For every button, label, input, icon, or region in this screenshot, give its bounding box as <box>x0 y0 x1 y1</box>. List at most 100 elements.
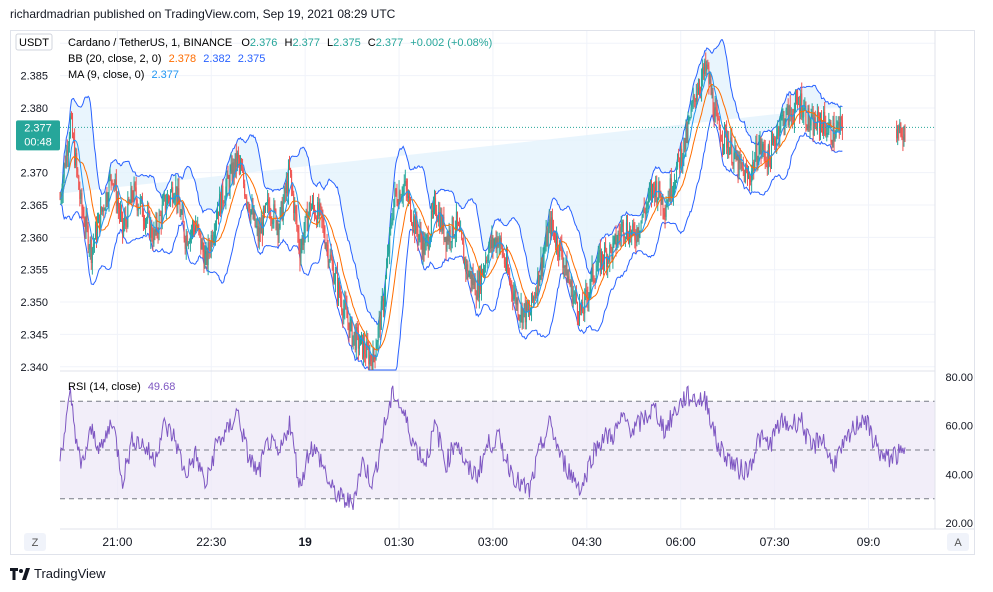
candle-body <box>396 193 398 203</box>
rsi-tick-label: 80.00 <box>945 372 973 384</box>
candle-body <box>339 282 341 296</box>
rsi-path <box>59 385 906 510</box>
candle-body <box>815 127 817 130</box>
candle-body <box>63 163 65 178</box>
currency-badge[interactable]: USDT <box>19 37 49 49</box>
candle-body <box>655 181 657 198</box>
candle-body <box>687 122 689 139</box>
candle-body <box>91 247 93 264</box>
candle-body <box>599 250 601 271</box>
tradingview-logo[interactable]: TradingView <box>10 566 106 581</box>
candle-body <box>131 187 133 199</box>
candle-body <box>217 211 219 219</box>
candle-body <box>473 278 475 285</box>
candle-body <box>805 105 807 126</box>
candle-body <box>628 237 630 243</box>
candle-body <box>494 238 496 243</box>
candle-body <box>258 227 260 242</box>
candle-body <box>295 206 297 215</box>
candle-body <box>423 237 425 255</box>
candle-body <box>605 246 607 252</box>
candle-body <box>781 114 783 116</box>
candle-body <box>670 178 672 198</box>
candle-body <box>326 244 328 246</box>
candle-body <box>586 289 588 297</box>
candle-body <box>811 114 813 118</box>
candle-body <box>200 233 202 250</box>
candle-body <box>100 206 102 231</box>
candle-body <box>242 170 244 172</box>
price-tick-label: 2.370 <box>20 168 48 180</box>
candle-body <box>382 298 384 312</box>
candle-body <box>492 236 494 248</box>
candle-body <box>708 66 710 84</box>
candle-body <box>255 226 257 228</box>
candle-body <box>695 94 697 102</box>
candle-body <box>441 214 443 231</box>
right-scale-button[interactable]: A <box>954 537 962 549</box>
candle-body <box>601 251 603 262</box>
candle-body <box>515 290 517 305</box>
candle-body <box>528 309 530 316</box>
candle-body <box>832 122 834 147</box>
candle-body <box>469 271 471 274</box>
candle-body <box>904 134 906 136</box>
candle-body <box>429 234 431 245</box>
candle-body <box>838 121 840 132</box>
candle-body <box>458 223 460 226</box>
candle-body <box>510 280 512 282</box>
candle-body <box>517 299 519 316</box>
candle-body <box>577 315 579 320</box>
candle-body <box>109 174 111 179</box>
candle-body <box>639 230 641 233</box>
candle-body <box>606 251 608 268</box>
candle-body <box>206 251 208 266</box>
candle-body <box>666 204 668 208</box>
candle-body <box>139 199 141 209</box>
candle-body <box>101 206 103 212</box>
candle-body <box>358 345 360 349</box>
candle-body <box>366 341 368 358</box>
candle-body <box>658 181 660 198</box>
candle-body <box>320 204 322 208</box>
candle-body <box>834 137 836 141</box>
left-scale-button[interactable]: Z <box>32 537 39 549</box>
candle-body <box>249 210 251 217</box>
candle-body <box>296 214 298 227</box>
candle-body <box>260 222 262 234</box>
candle-body <box>408 195 410 199</box>
candle-body <box>495 238 497 249</box>
candle-body <box>443 216 445 240</box>
candle-body <box>566 258 568 283</box>
time-tick-label: 03:00 <box>478 535 508 549</box>
candle-body <box>225 186 227 202</box>
candle-body <box>123 225 125 233</box>
candle-body <box>829 122 831 125</box>
candle-body <box>770 140 772 169</box>
candle-body <box>245 195 247 198</box>
candle-body <box>387 253 389 267</box>
candle-body <box>752 162 754 171</box>
candle-body <box>579 304 581 320</box>
candle-body <box>641 216 643 221</box>
candle-body <box>313 200 314 208</box>
candle-body <box>80 193 82 199</box>
candle-body <box>467 264 469 277</box>
candle-body <box>188 242 190 244</box>
candle-body <box>431 210 433 213</box>
candle-body <box>767 145 769 169</box>
candle-body <box>299 247 301 261</box>
candle-body <box>538 271 540 286</box>
candle-body <box>243 171 245 184</box>
candle-body <box>310 206 312 211</box>
candle-body <box>252 205 254 218</box>
candle-body <box>177 188 179 205</box>
candle-body <box>544 246 546 252</box>
candle-body <box>636 227 638 243</box>
candle-body <box>187 242 189 246</box>
candle-body <box>595 271 597 282</box>
candle-body <box>167 196 169 199</box>
candle-body <box>733 152 735 164</box>
candle-body <box>546 231 548 246</box>
